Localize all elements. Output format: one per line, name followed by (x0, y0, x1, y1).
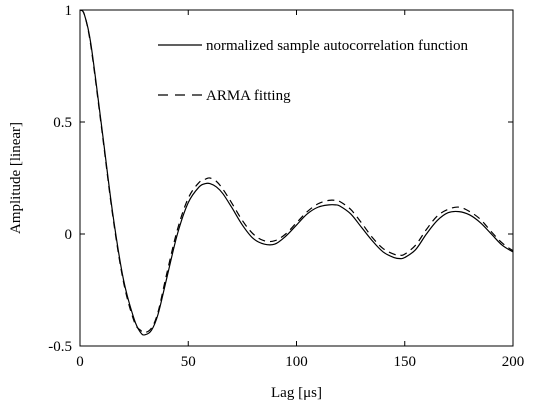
x-tick-label: 0 (76, 354, 84, 370)
x-tick-label: 50 (181, 354, 196, 370)
legend: normalized sample autocorrelation functi… (158, 38, 468, 104)
legend-label-arma-fitting: ARMA fitting (206, 88, 291, 104)
y-tick-label: 0.5 (53, 115, 72, 131)
x-tick-label: 100 (285, 354, 308, 370)
series-line-sample-acf (79, 9, 514, 336)
y-tick-label: 1 (65, 3, 73, 19)
y-axis-label: Amplitude [linear] (8, 122, 24, 234)
series-layer (79, 9, 514, 336)
x-tick-label: 150 (394, 354, 417, 370)
y-tick-label: -0.5 (48, 339, 72, 355)
ticks-layer: 0 50 100 150 200-0.500.51 (48, 3, 524, 370)
legend-label-sample-acf: normalized sample autocorrelation functi… (206, 38, 468, 54)
plot-area: 0 50 100 150 200-0.500.51 (48, 3, 524, 370)
y-tick-label: 0 (65, 227, 73, 243)
series-line-arma-fitting (79, 9, 514, 334)
x-axis-label: Lag [μs] (271, 385, 322, 401)
x-tick-label: 200 (502, 354, 525, 370)
plot-frame (79, 9, 514, 347)
